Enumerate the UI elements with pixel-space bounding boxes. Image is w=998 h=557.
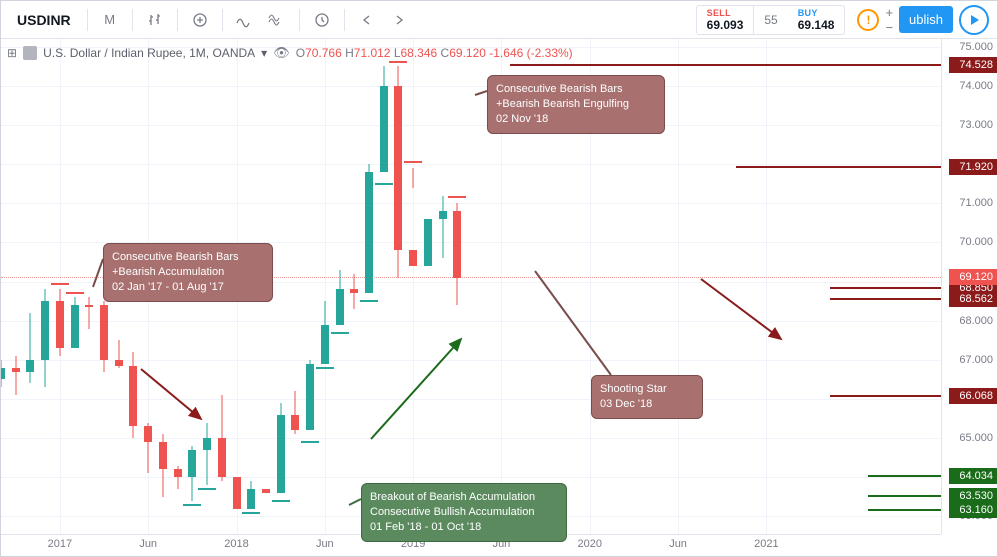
signal-mark xyxy=(360,300,378,302)
signal-mark xyxy=(375,183,393,185)
candle[interactable] xyxy=(54,39,66,536)
quote-panel: SELL 69.093 55 BUY 69.148 xyxy=(696,5,846,35)
trend-arrow[interactable] xyxy=(701,279,781,339)
signal-mark xyxy=(301,441,319,443)
candle[interactable] xyxy=(24,39,36,536)
candle[interactable] xyxy=(422,39,434,536)
price-axis[interactable]: 63.00064.00065.00066.00067.00068.00069.0… xyxy=(941,39,997,534)
candle[interactable] xyxy=(83,39,95,536)
candle[interactable] xyxy=(39,39,51,536)
y-tick: 67.000 xyxy=(959,354,993,366)
price-level-tag: 66.068 xyxy=(949,388,997,404)
price-level-line[interactable] xyxy=(868,509,941,511)
candle[interactable] xyxy=(69,39,81,536)
symbol-name[interactable]: USDINR xyxy=(9,12,79,28)
ohlc-values: O70.766 H71.012 L68.346 C69.120 -1.646 (… xyxy=(296,46,573,60)
annotation-callout[interactable]: Breakout of Bearish AccumulationConsecut… xyxy=(361,483,567,542)
price-level-tag: 64.034 xyxy=(949,468,997,484)
y-tick: 70.000 xyxy=(959,236,993,248)
y-tick: 75.000 xyxy=(959,41,993,53)
signal-mark xyxy=(66,292,84,294)
annotation-callout[interactable]: Shooting Star03 Dec '18 xyxy=(591,375,703,419)
candle[interactable] xyxy=(10,39,22,536)
templates-button[interactable] xyxy=(263,6,291,34)
signal-mark xyxy=(389,61,407,63)
signal-mark xyxy=(316,367,334,369)
candle[interactable] xyxy=(378,39,390,536)
price-level-tag: 63.160 xyxy=(949,502,997,518)
interval-button[interactable]: M xyxy=(96,6,124,34)
y-tick: 71.000 xyxy=(959,197,993,209)
redo-button[interactable] xyxy=(385,6,413,34)
candle[interactable] xyxy=(451,39,463,536)
price-level-tag: 68.562 xyxy=(949,291,997,307)
candle[interactable] xyxy=(275,39,287,536)
x-tick: Jun xyxy=(139,538,157,550)
candle[interactable] xyxy=(0,39,7,536)
alert-button[interactable] xyxy=(308,6,336,34)
y-tick: 74.000 xyxy=(959,80,993,92)
visibility-icon[interactable]: 👁 xyxy=(273,45,290,61)
x-tick: 2018 xyxy=(224,538,248,550)
top-toolbar: USDINR M SELL 69.093 55 BUY 69.148 ! +− … xyxy=(1,1,997,39)
price-level-line[interactable] xyxy=(830,298,941,300)
price-level-tag: 71.920 xyxy=(949,159,997,175)
annotation-callout[interactable]: Consecutive Bearish Bars+Bearish Accumul… xyxy=(103,243,273,302)
chart-legend: ⊞ U.S. Dollar / Indian Rupee, 1M, OANDA … xyxy=(7,45,573,61)
compare-button[interactable] xyxy=(186,6,214,34)
price-level-line[interactable] xyxy=(510,64,941,66)
layout-icon[interactable]: ⊞ xyxy=(7,46,17,60)
candle[interactable] xyxy=(392,39,404,536)
signal-mark xyxy=(272,500,290,502)
price-level-line[interactable] xyxy=(868,475,941,477)
annotation-callout[interactable]: Consecutive Bearish Bars+Bearish Bearish… xyxy=(487,75,665,134)
x-tick: Jun xyxy=(669,538,687,550)
buy-button[interactable]: BUY 69.148 xyxy=(788,6,845,34)
candle[interactable] xyxy=(363,39,375,536)
alert-icon[interactable]: ! xyxy=(857,9,879,31)
zoom-buttons[interactable]: +− xyxy=(885,6,893,34)
spread-value: 55 xyxy=(754,13,787,27)
last-price-tag: 69.120 xyxy=(949,269,997,285)
chart-style-button[interactable] xyxy=(141,6,169,34)
price-level-line[interactable] xyxy=(830,287,941,289)
sell-button[interactable]: SELL 69.093 xyxy=(697,6,755,34)
play-button[interactable] xyxy=(959,5,989,35)
x-tick: 2017 xyxy=(48,538,72,550)
candle[interactable] xyxy=(334,39,346,536)
candle[interactable] xyxy=(304,39,316,536)
signal-mark xyxy=(331,332,349,334)
signal-mark xyxy=(448,196,466,198)
symbol-icon xyxy=(23,46,37,60)
price-level-line[interactable] xyxy=(868,495,941,497)
undo-button[interactable] xyxy=(353,6,381,34)
signal-mark xyxy=(404,161,422,163)
signal-mark xyxy=(183,504,201,506)
signal-mark xyxy=(242,512,260,514)
price-level-tag: 74.528 xyxy=(949,57,997,73)
signal-mark xyxy=(51,283,69,285)
sell-price: 69.093 xyxy=(707,18,744,32)
candle[interactable] xyxy=(407,39,419,536)
x-tick: 2021 xyxy=(754,538,778,550)
y-tick: 73.000 xyxy=(959,119,993,131)
candle[interactable] xyxy=(437,39,449,536)
buy-price: 69.148 xyxy=(798,18,835,32)
y-tick: 65.000 xyxy=(959,432,993,444)
chart-area[interactable]: ⊞ U.S. Dollar / Indian Rupee, 1M, OANDA … xyxy=(1,39,941,534)
x-tick: 2020 xyxy=(578,538,602,550)
x-tick: Jun xyxy=(316,538,334,550)
price-level-line[interactable] xyxy=(830,395,941,397)
price-level-line[interactable] xyxy=(736,166,941,168)
y-tick: 68.000 xyxy=(959,315,993,327)
signal-mark xyxy=(198,488,216,490)
candle[interactable] xyxy=(319,39,331,536)
legend-title[interactable]: U.S. Dollar / Indian Rupee, 1M, OANDA xyxy=(43,46,255,60)
candle[interactable] xyxy=(289,39,301,536)
app-frame: USDINR M SELL 69.093 55 BUY 69.148 ! +− … xyxy=(0,0,998,557)
publish-button[interactable]: ublish xyxy=(899,6,953,33)
indicators-button[interactable] xyxy=(231,6,259,34)
candle[interactable] xyxy=(348,39,360,536)
